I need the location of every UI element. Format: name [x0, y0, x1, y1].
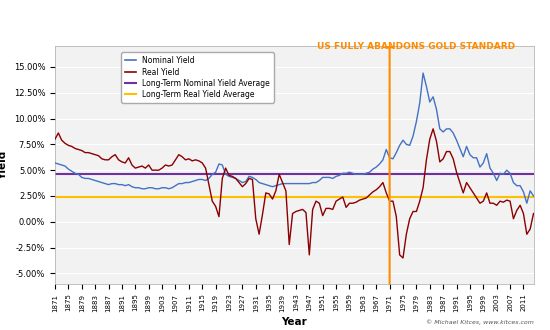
- X-axis label: Year: Year: [282, 317, 307, 327]
- Text: © Michael Kitces, www.kitces.com: © Michael Kitces, www.kitces.com: [426, 319, 534, 325]
- Y-axis label: Yield: Yield: [0, 150, 8, 180]
- Text: COMPARING NOMINAL VS. REAL 10-YEAR YIELDS OVER TIME: COMPARING NOMINAL VS. REAL 10-YEAR YIELD…: [52, 13, 498, 26]
- Legend: Nominal Yield, Real Yield, Long-Term Nominal Yield Average, Long-Term Real Yield: Nominal Yield, Real Yield, Long-Term Nom…: [121, 52, 274, 103]
- Text: US FULLY ABANDONS GOLD STANDARD: US FULLY ABANDONS GOLD STANDARD: [317, 42, 515, 51]
